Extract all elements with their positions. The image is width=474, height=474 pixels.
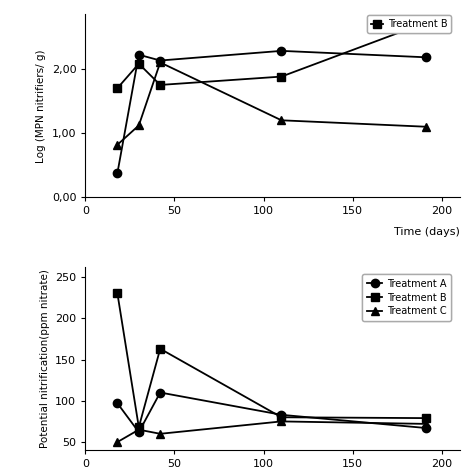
Text: Time (days): Time (days)	[394, 227, 460, 237]
Legend: Treatment B: Treatment B	[367, 16, 451, 33]
Legend: Treatment A, Treatment B, Treatment C: Treatment A, Treatment B, Treatment C	[363, 274, 451, 321]
Y-axis label: Log (MPN nitrifiers/ g): Log (MPN nitrifiers/ g)	[36, 49, 46, 163]
Y-axis label: Potential nitrification(ppm nitrate): Potential nitrification(ppm nitrate)	[40, 269, 50, 448]
